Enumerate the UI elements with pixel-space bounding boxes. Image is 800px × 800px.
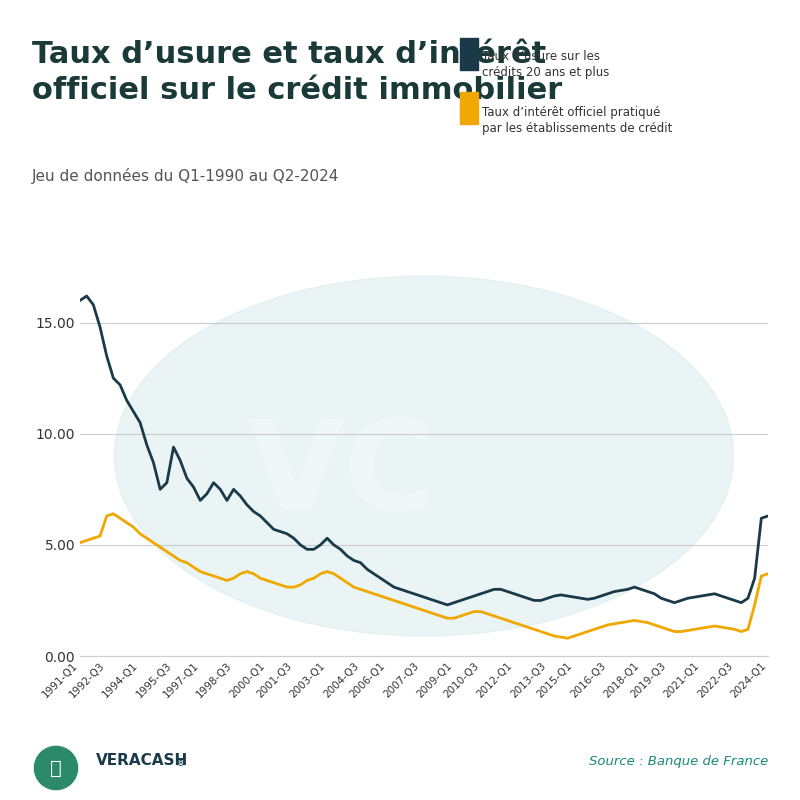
Text: Jeu de données du Q1-1990 au Q2-2024: Jeu de données du Q1-1990 au Q2-2024 [32, 168, 339, 184]
Text: Taux d’usure et taux d’intérêt
officiel sur le crédit immobilier: Taux d’usure et taux d’intérêt officiel … [32, 40, 562, 105]
Text: Source : Banque de France: Source : Banque de France [589, 755, 768, 768]
Text: Taux d’usure sur les
crédits 20 ans et plus: Taux d’usure sur les crédits 20 ans et p… [482, 50, 609, 78]
Circle shape [114, 276, 734, 636]
Text: VERACASH: VERACASH [96, 753, 188, 768]
Text: VC: VC [247, 415, 436, 537]
Text: ₿: ₿ [50, 758, 62, 778]
Text: ®: ® [176, 758, 186, 768]
Circle shape [34, 746, 78, 790]
Text: Taux d’intérêt officiel pratiqué
par les établissements de crédit: Taux d’intérêt officiel pratiqué par les… [482, 106, 672, 134]
